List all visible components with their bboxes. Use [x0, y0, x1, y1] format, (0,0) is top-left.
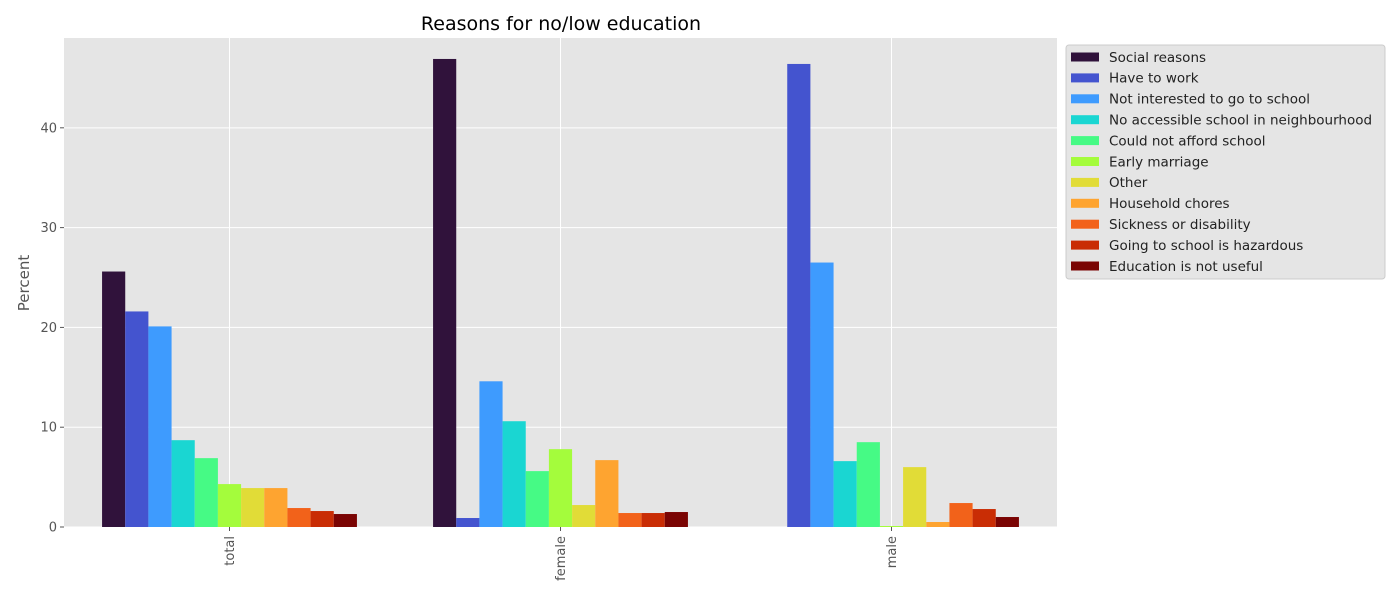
chart-title: Reasons for no/low education	[421, 13, 701, 35]
bar	[595, 460, 619, 527]
bar	[502, 421, 526, 527]
legend-label: Other	[1109, 175, 1148, 191]
bar	[194, 458, 218, 527]
bar	[333, 514, 357, 527]
legend-label: Household chores	[1109, 196, 1230, 212]
legend-label: Social reasons	[1109, 50, 1206, 66]
bar	[879, 526, 904, 527]
y-tick-label: 20	[40, 321, 57, 336]
y-tick-label: 40	[40, 121, 57, 136]
legend-swatch	[1071, 73, 1099, 83]
bar	[102, 271, 126, 527]
legend-swatch	[1071, 157, 1099, 166]
legend-label: Going to school is hazardous	[1109, 238, 1303, 254]
bar	[856, 442, 880, 527]
x-tick-label: total	[223, 536, 238, 566]
bar	[148, 326, 172, 527]
legend: Social reasons Have to work Not interested…	[1065, 44, 1386, 280]
bar	[949, 503, 973, 527]
legend-swatch	[1071, 261, 1099, 271]
x-tick-label: male	[885, 536, 900, 568]
bar	[972, 509, 996, 527]
legend-label: No accessible school in neighbourhood	[1109, 113, 1372, 129]
bar	[548, 449, 573, 527]
bar	[241, 488, 265, 527]
bars	[102, 58, 1019, 528]
bar	[125, 311, 149, 527]
bar	[664, 512, 688, 527]
y-axis-label: Percent	[15, 255, 33, 312]
bar	[995, 517, 1019, 527]
x-axis-ticks: total female male	[223, 527, 900, 581]
bar	[433, 58, 457, 527]
legend-swatch	[1071, 115, 1099, 125]
bar	[787, 63, 811, 528]
x-tick-label: female	[554, 536, 569, 581]
bar	[572, 505, 596, 527]
bar	[641, 513, 665, 527]
bar	[525, 471, 549, 527]
bar	[456, 518, 480, 527]
legend-swatch	[1071, 136, 1099, 146]
legend-box	[1065, 44, 1386, 280]
legend-label: Could not afford school	[1109, 133, 1266, 149]
legend-swatch	[1071, 94, 1099, 104]
bar	[926, 522, 950, 527]
bar	[810, 262, 834, 527]
legend-swatch	[1071, 52, 1099, 62]
bar	[310, 511, 334, 527]
legend-label: Have to work	[1109, 71, 1199, 87]
legend-label: Not interested to go to school	[1109, 92, 1310, 108]
y-tick-label: 10	[40, 421, 57, 436]
y-tick-label: 30	[40, 221, 57, 236]
legend-swatch	[1071, 177, 1099, 187]
legend-label: Education is not useful	[1109, 259, 1263, 275]
y-tick-label: 0	[49, 521, 57, 536]
bar	[217, 484, 242, 527]
legend-swatch	[1071, 240, 1099, 250]
legend-swatch	[1071, 219, 1099, 229]
legend-label: Sickness or disability	[1109, 217, 1251, 233]
bar	[903, 467, 927, 527]
bar	[287, 508, 311, 527]
bar	[171, 440, 195, 527]
bar	[618, 513, 642, 527]
bar	[833, 461, 857, 527]
legend-swatch	[1071, 198, 1099, 208]
bar	[479, 381, 503, 527]
y-axis-ticks: 0 10 20 30 40	[40, 121, 64, 536]
legend-label: Early marriage	[1109, 154, 1209, 170]
bar	[264, 488, 288, 527]
